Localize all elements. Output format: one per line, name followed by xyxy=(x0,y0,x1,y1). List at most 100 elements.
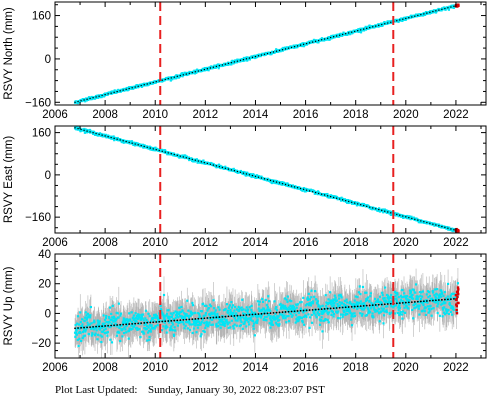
data-point xyxy=(129,140,132,143)
trend-marker xyxy=(119,90,121,92)
x-tick-label: 2008 xyxy=(92,109,118,121)
trend-marker xyxy=(203,68,206,71)
trend-marker xyxy=(302,43,305,46)
data-point xyxy=(359,31,363,34)
trend-marker xyxy=(375,25,377,27)
data-point xyxy=(163,149,167,152)
data-point xyxy=(292,44,295,47)
trend-marker xyxy=(197,70,200,72)
data-point xyxy=(139,143,142,146)
trend-marker xyxy=(429,11,431,14)
trend-marker xyxy=(284,48,287,50)
data-point xyxy=(404,18,408,21)
data-point xyxy=(125,139,128,143)
data-point xyxy=(195,71,198,74)
trend-marker xyxy=(125,88,127,91)
trend-marker xyxy=(402,18,404,20)
trend-marker xyxy=(317,39,320,42)
data-point xyxy=(89,98,92,101)
trend-marker xyxy=(308,42,311,44)
data-point xyxy=(192,160,195,163)
trend-marker xyxy=(140,84,142,87)
data-point xyxy=(187,156,191,159)
trend-marker xyxy=(399,19,401,21)
trend-marker xyxy=(293,45,296,48)
trend-marker xyxy=(435,10,437,12)
trend-marker xyxy=(260,54,263,56)
trend-marker xyxy=(86,98,88,100)
trend-marker xyxy=(320,39,323,41)
trend-marker xyxy=(179,74,181,77)
trend-marker xyxy=(242,58,245,61)
trend-marker xyxy=(453,5,455,7)
trend-marker xyxy=(224,63,227,65)
data-point xyxy=(96,96,100,99)
x-tick-label: 2022 xyxy=(443,109,469,121)
trend-marker xyxy=(251,56,254,59)
trend-marker xyxy=(444,7,446,10)
data-point xyxy=(317,41,320,44)
data-point xyxy=(368,24,371,27)
trend-marker xyxy=(89,97,91,100)
data-point xyxy=(230,63,233,66)
data-point xyxy=(134,86,137,89)
trend-marker xyxy=(257,55,260,57)
y-axis-label: RSVY North (mm) xyxy=(3,7,15,100)
trend-marker xyxy=(149,82,151,84)
trend-marker xyxy=(405,17,407,20)
data-point xyxy=(132,143,135,146)
trend-marker xyxy=(173,76,175,78)
trend-marker xyxy=(329,36,332,39)
trend-marker xyxy=(164,78,166,81)
trend-marker xyxy=(396,20,398,22)
data-point xyxy=(104,133,108,136)
data-point xyxy=(275,48,278,51)
trend-marker xyxy=(363,28,365,30)
data-point xyxy=(381,24,384,27)
trend-marker xyxy=(104,93,106,96)
x-tick-label: 2006 xyxy=(42,109,68,121)
data-point xyxy=(142,84,145,87)
trend-marker xyxy=(369,26,371,29)
x-tick-label: 2012 xyxy=(193,109,219,121)
trend-marker xyxy=(441,8,443,11)
recent-points xyxy=(454,3,460,8)
plot-area xyxy=(73,2,460,105)
trend-marker xyxy=(350,31,353,33)
trend-marker xyxy=(230,61,233,64)
data-point xyxy=(141,143,145,146)
trend-marker xyxy=(221,64,224,66)
trend-marker xyxy=(263,53,266,55)
trend-marker xyxy=(338,34,341,36)
trend-marker xyxy=(83,99,85,101)
data-point xyxy=(81,99,84,103)
data-point xyxy=(217,163,221,166)
data-point xyxy=(397,20,400,24)
trend-marker xyxy=(137,85,139,87)
trend-marker xyxy=(432,10,434,13)
data-point xyxy=(106,93,109,97)
data-points xyxy=(73,126,460,233)
data-point xyxy=(447,8,451,11)
x-axis: 2006 2008 2010 2012 2014 2016 2018 2020 2022 xyxy=(42,2,482,121)
x-tick-label: 2016 xyxy=(293,109,319,121)
data-point xyxy=(246,59,249,62)
trend-marker xyxy=(278,49,281,52)
trend-marker xyxy=(176,75,178,78)
data-point xyxy=(171,78,174,81)
trend-marker xyxy=(447,7,449,9)
data-point xyxy=(202,159,205,162)
data-point xyxy=(127,88,130,91)
trend-marker xyxy=(357,29,359,32)
trend-marker xyxy=(417,14,419,17)
data-point xyxy=(401,19,404,23)
trend-marker xyxy=(323,38,326,40)
data-point xyxy=(452,6,455,9)
plot-area xyxy=(73,126,460,233)
trend-marker xyxy=(353,30,356,33)
data-point xyxy=(434,11,438,14)
data-point xyxy=(75,126,78,129)
plot-frame xyxy=(54,1,487,106)
trend-marker xyxy=(188,72,191,75)
trend-marker xyxy=(450,6,452,8)
